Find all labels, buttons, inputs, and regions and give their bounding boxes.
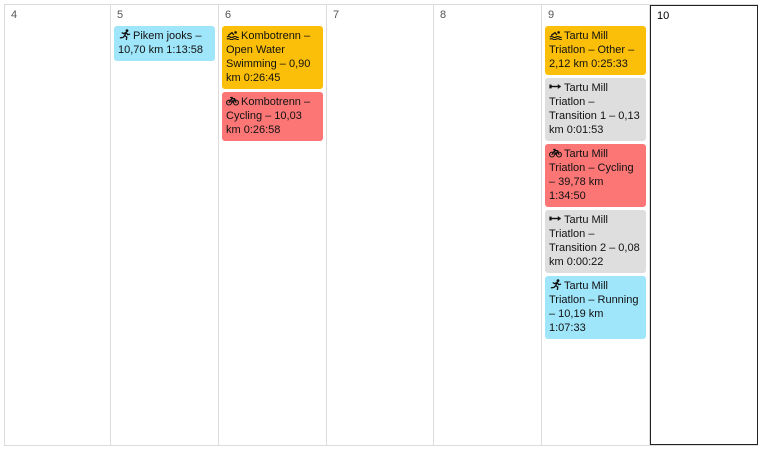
- day-number: 6: [225, 9, 232, 21]
- event-card-cycling[interactable]: Tartu Mill Triatlon – Cycling – 39,78 km…: [545, 144, 646, 207]
- event-text: Tartu Mill Triatlon – Other – 2,12 km 0:…: [549, 30, 635, 70]
- day-cell[interactable]: 4: [4, 5, 111, 445]
- event-card-running[interactable]: Tartu Mill Triatlon – Running – 10,19 km…: [545, 276, 646, 339]
- day-number: 10: [657, 10, 670, 22]
- day-events: Pikem jooks – 10,70 km 1:13:58: [114, 26, 215, 64]
- day-number: 7: [333, 9, 340, 21]
- event-card-transition[interactable]: Tartu Mill Triatlon – Transition 2 – 0,0…: [545, 210, 646, 273]
- event-card-swimming[interactable]: Kombotrenn – Open Water Swimming – 0,90 …: [222, 26, 323, 89]
- day-cell[interactable]: 9 Tartu Mill Triatlon – Other – 2,12 km …: [542, 5, 650, 445]
- day-events: Tartu Mill Triatlon – Other – 2,12 km 0:…: [545, 26, 646, 342]
- event-text: Tartu Mill Triatlon – Transition 1 – 0,1…: [549, 82, 640, 136]
- event-text: Tartu Mill Triatlon – Running – 10,19 km…: [549, 280, 639, 334]
- event-card-cycling[interactable]: Kombotrenn – Cycling – 10,03 km 0:26:58: [222, 92, 323, 141]
- event-card-transition[interactable]: Tartu Mill Triatlon – Transition 1 – 0,1…: [545, 78, 646, 141]
- day-cell-today[interactable]: 10: [650, 5, 758, 445]
- event-card-swimming[interactable]: Tartu Mill Triatlon – Other – 2,12 km 0:…: [545, 26, 646, 75]
- event-text: Kombotrenn – Cycling – 10,03 km 0:26:58: [226, 96, 311, 136]
- day-number: 5: [117, 9, 124, 21]
- transition-icon: [549, 81, 562, 92]
- day-cell[interactable]: 8: [434, 5, 542, 445]
- event-text: Tartu Mill Triatlon – Transition 2 – 0,0…: [549, 214, 640, 268]
- running-icon: [549, 279, 562, 290]
- day-events: Kombotrenn – Open Water Swimming – 0,90 …: [222, 26, 323, 144]
- cycling-icon: [226, 95, 239, 106]
- day-cell[interactable]: 6 Kombotrenn – Open Water Swimming – 0,9…: [219, 5, 327, 445]
- event-text: Pikem jooks – 10,70 km 1:13:58: [118, 30, 204, 56]
- event-text: Tartu Mill Triatlon – Cycling – 39,78 km…: [549, 148, 634, 202]
- day-cell[interactable]: 5 Pikem jooks – 10,70 km 1:13:58: [111, 5, 219, 445]
- day-number: 9: [548, 9, 555, 21]
- day-number: 4: [11, 9, 18, 21]
- event-text: Kombotrenn – Open Water Swimming – 0,90 …: [226, 30, 311, 84]
- day-number: 8: [440, 9, 447, 21]
- transition-icon: [549, 213, 562, 224]
- swimming-icon: [226, 29, 239, 40]
- swimming-icon: [549, 29, 562, 40]
- running-icon: [118, 29, 131, 40]
- cycling-icon: [549, 147, 562, 158]
- day-cell[interactable]: 7: [327, 5, 434, 445]
- event-card-running[interactable]: Pikem jooks – 10,70 km 1:13:58: [114, 26, 215, 61]
- calendar-week-row: 4 5 Pikem jooks – 10,70 km 1:13:58 6 Kom…: [4, 4, 758, 446]
